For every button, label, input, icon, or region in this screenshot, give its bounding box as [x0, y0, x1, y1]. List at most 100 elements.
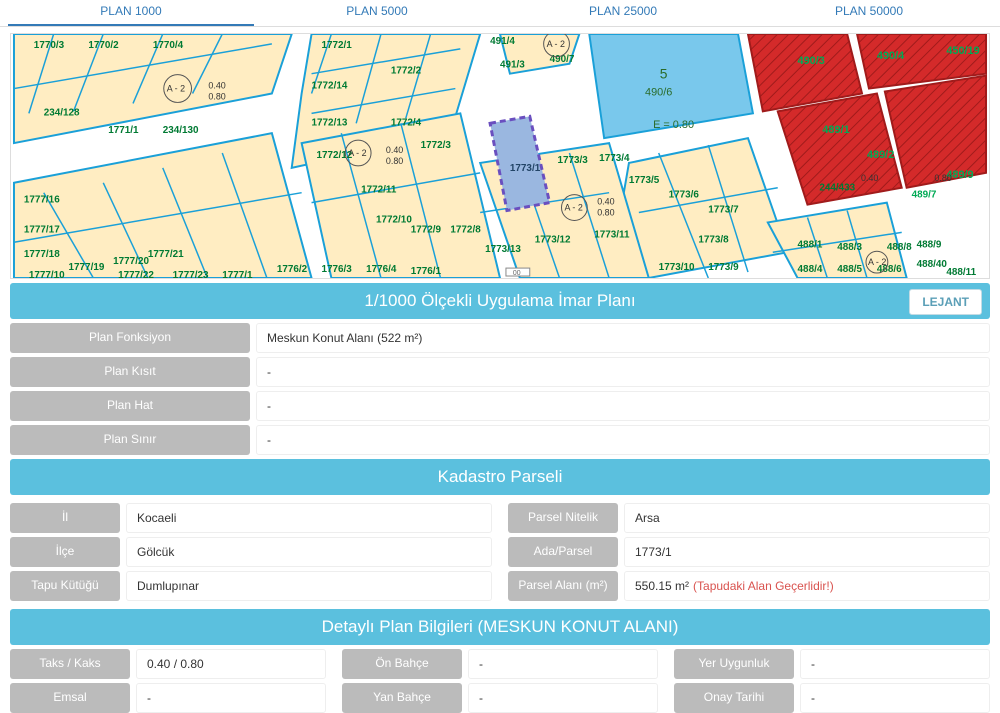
lejant-button[interactable]: LEJANT — [909, 289, 982, 315]
label-tapu: Tapu Kütüğü — [10, 571, 120, 601]
svg-text:1772/2: 1772/2 — [391, 66, 422, 77]
svg-text:234/128: 234/128 — [44, 107, 80, 118]
svg-text:489/2: 489/2 — [867, 149, 894, 161]
svg-text:1772/3: 1772/3 — [421, 140, 452, 151]
svg-text:1773/6: 1773/6 — [669, 190, 700, 201]
svg-text:1770/3: 1770/3 — [34, 40, 65, 51]
svg-text:0.40: 0.40 — [597, 197, 614, 207]
svg-text:1777/1: 1777/1 — [222, 270, 253, 278]
svg-text:1777/17: 1777/17 — [24, 224, 60, 235]
value-onaytarihi: - — [800, 683, 990, 713]
svg-text:1773/12: 1773/12 — [535, 234, 571, 245]
row-parselalani: Parsel Alanı (m²) 550.15 m² (Tapudaki Al… — [508, 571, 990, 601]
svg-text:1772/14: 1772/14 — [312, 81, 348, 92]
value-plan-hat: - — [256, 391, 990, 421]
svg-text:1773/5: 1773/5 — [629, 175, 660, 186]
svg-text:1773/9: 1773/9 — [708, 262, 739, 273]
svg-text:1777/10: 1777/10 — [29, 270, 65, 278]
svg-text:1772/1: 1772/1 — [321, 40, 352, 51]
cell-yeruygunluk: Yer Uygunluk - — [674, 649, 990, 679]
label-plan-sinir: Plan Sınır — [10, 425, 250, 455]
svg-text:A - 2: A - 2 — [167, 84, 185, 94]
svg-text:488/11: 488/11 — [946, 267, 976, 278]
value-ilce: Gölcük — [126, 537, 492, 567]
detay-row-1: Taks / Kaks 0.40 / 0.80 Ön Bahçe - Yer U… — [10, 649, 990, 679]
section-detay-title-bar: Detaylı Plan Bilgileri (MESKUN KONUT ALA… — [10, 609, 990, 645]
svg-text:488/40: 488/40 — [917, 259, 948, 270]
svg-text:1772/11: 1772/11 — [361, 185, 397, 196]
svg-text:1773/7: 1773/7 — [708, 205, 739, 216]
svg-text:00: 00 — [513, 270, 521, 277]
section-kadastro-title: Kadastro Parseli — [438, 467, 563, 487]
label-yanbahce: Yan Bahçe — [342, 683, 462, 713]
tab-plan-25000[interactable]: PLAN 25000 — [500, 0, 746, 26]
row-tapu: Tapu Kütüğü Dumlupınar — [10, 571, 492, 601]
tab-plan-50000[interactable]: PLAN 50000 — [746, 0, 992, 26]
svg-text:1776/2: 1776/2 — [277, 264, 308, 275]
cell-onbahce: Ön Bahçe - — [342, 649, 658, 679]
svg-text:1772/4: 1772/4 — [391, 117, 422, 128]
label-plan-hat: Plan Hat — [10, 391, 250, 421]
detay-grid: Taks / Kaks 0.40 / 0.80 Ön Bahçe - Yer U… — [0, 649, 1000, 713]
value-plan-kisit: - — [256, 357, 990, 387]
svg-text:489/7: 489/7 — [912, 190, 937, 201]
value-plan-fonksiyon: Meskun Konut Alanı (522 m²) — [256, 323, 990, 353]
svg-text:1773/13: 1773/13 — [485, 244, 521, 255]
plan-tabs: PLAN 1000 PLAN 5000 PLAN 25000 PLAN 5000… — [0, 0, 1000, 27]
cell-yanbahce: Yan Bahçe - — [342, 683, 658, 713]
svg-text:1772/10: 1772/10 — [376, 214, 412, 225]
svg-text:490/3: 490/3 — [798, 55, 825, 67]
svg-text:234/130: 234/130 — [163, 125, 199, 136]
label-plan-kisit: Plan Kısıt — [10, 357, 250, 387]
label-onaytarihi: Onay Tarihi — [674, 683, 794, 713]
svg-text:A - 2: A - 2 — [348, 148, 366, 158]
svg-text:488/9: 488/9 — [917, 239, 942, 250]
value-adaparsel: 1773/1 — [624, 537, 990, 567]
value-yeruygunluk: - — [800, 649, 990, 679]
value-tapu: Dumlupınar — [126, 571, 492, 601]
tab-plan-1000[interactable]: PLAN 1000 — [8, 0, 254, 26]
svg-text:488/8: 488/8 — [887, 242, 912, 253]
svg-text:1773/4: 1773/4 — [599, 153, 630, 164]
row-plan-fonksiyon: Plan Fonksiyon Meskun Konut Alanı (522 m… — [10, 323, 990, 353]
label-adaparsel: Ada/Parsel — [508, 537, 618, 567]
value-parselalani-num: 550.15 m² — [635, 579, 689, 593]
svg-text:450/19: 450/19 — [946, 45, 979, 57]
svg-text:1777/19: 1777/19 — [69, 262, 105, 273]
value-parselalani: 550.15 m² (Tapudaki Alan Geçerlidir!) — [624, 571, 990, 601]
svg-text:A - 2: A - 2 — [547, 39, 565, 49]
cell-onaytarihi: Onay Tarihi - — [674, 683, 990, 713]
row-plan-hat: Plan Hat - — [10, 391, 990, 421]
svg-text:1777/18: 1777/18 — [24, 249, 60, 260]
value-parselalani-warn: (Tapudaki Alan Geçerlidir!) — [693, 579, 834, 593]
svg-text:0.80: 0.80 — [597, 208, 614, 218]
svg-text:1772/9: 1772/9 — [411, 224, 442, 235]
svg-text:1771/1: 1771/1 — [108, 125, 139, 136]
svg-text:1776/3: 1776/3 — [321, 264, 352, 275]
section-plan-title-bar: 1/1000 Ölçekli Uygulama İmar Planı LEJAN… — [10, 283, 990, 319]
svg-text:1777/22: 1777/22 — [118, 270, 154, 278]
label-parselalani: Parsel Alanı (m²) — [508, 571, 618, 601]
label-yeruygunluk: Yer Uygunluk — [674, 649, 794, 679]
value-onbahce: - — [468, 649, 658, 679]
svg-text:1772/8: 1772/8 — [450, 224, 481, 235]
svg-text:1773/8: 1773/8 — [698, 234, 729, 245]
label-ilce: İlçe — [10, 537, 120, 567]
row-plan-sinir: Plan Sınır - — [10, 425, 990, 455]
svg-text:488/3: 488/3 — [837, 242, 862, 253]
svg-text:488/1: 488/1 — [798, 239, 823, 250]
svg-text:1777/23: 1777/23 — [173, 270, 209, 278]
cell-emsal: Emsal - — [10, 683, 326, 713]
value-emsal: - — [136, 683, 326, 713]
svg-text:1772/13: 1772/13 — [312, 117, 348, 128]
svg-text:1770/2: 1770/2 — [88, 40, 119, 51]
tab-plan-5000[interactable]: PLAN 5000 — [254, 0, 500, 26]
svg-text:1773/3: 1773/3 — [558, 155, 589, 166]
svg-text:1776/4: 1776/4 — [366, 264, 397, 275]
value-nitelik: Arsa — [624, 503, 990, 533]
cadastral-map[interactable]: 5 490/6 E = 0.80 490/3 490/4 450/19 — [10, 33, 990, 279]
detay-row-2: Emsal - Yan Bahçe - Onay Tarihi - — [10, 683, 990, 713]
svg-text:1777/16: 1777/16 — [24, 195, 60, 206]
label-nitelik: Parsel Nitelik — [508, 503, 618, 533]
svg-text:0.80: 0.80 — [934, 173, 951, 183]
